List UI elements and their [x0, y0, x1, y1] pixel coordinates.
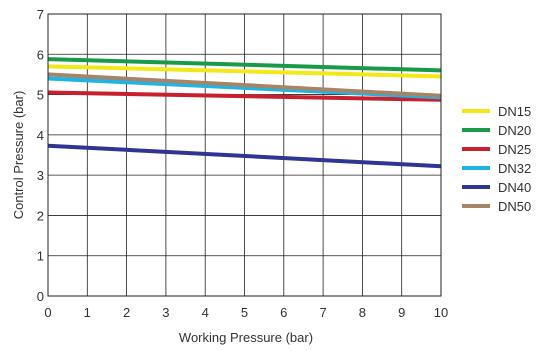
series-line-dn40	[47, 143, 442, 169]
series-line-dn32	[47, 76, 442, 100]
x-tick-label: 7	[319, 305, 326, 320]
x-tick-label: 4	[202, 305, 209, 320]
legend-label-dn32: DN32	[498, 161, 531, 176]
legend: DN15 DN20 DN25 DN32 DN40 DN50	[462, 104, 531, 214]
x-tick-label: 2	[123, 305, 130, 320]
y-axis-title: Control Pressure (bar)	[11, 91, 26, 220]
legend-label-dn40: DN40	[498, 180, 531, 195]
legend-label-dn50: DN50	[498, 199, 531, 214]
series-line-dn15	[47, 64, 442, 79]
y-tick-label: 0	[37, 289, 44, 304]
x-tick-label: 8	[359, 305, 366, 320]
tick-labels: 0 1 2 3 4 5 6 7 8 9 10 0 1 2 3 4 5 6 7	[37, 7, 448, 320]
legend-label-dn15: DN15	[498, 104, 531, 119]
y-tick-label: 7	[37, 7, 44, 22]
y-tick-label: 4	[37, 128, 44, 143]
x-tick-label: 6	[280, 305, 287, 320]
x-tick-label: 5	[241, 305, 248, 320]
series-line-dn25	[47, 90, 442, 102]
x-tick-label: 9	[398, 305, 405, 320]
y-tick-label: 1	[37, 249, 44, 264]
y-tick-label: 3	[37, 168, 44, 183]
x-tick-label: 0	[44, 305, 51, 320]
legend-label-dn25: DN25	[498, 142, 531, 157]
series-line-dn50	[47, 72, 442, 98]
plot-frame	[47, 13, 442, 297]
x-tick-label: 10	[434, 305, 448, 320]
legend-label-dn20: DN20	[498, 123, 531, 138]
series-line-dn20	[47, 57, 442, 73]
x-tick-label: 1	[84, 305, 91, 320]
y-tick-label: 2	[37, 208, 44, 223]
y-tick-label: 5	[37, 88, 44, 103]
chart-series	[47, 57, 442, 169]
x-axis-title: Working Pressure (bar)	[179, 330, 313, 345]
x-tick-label: 3	[162, 305, 169, 320]
y-tick-label: 6	[37, 47, 44, 62]
